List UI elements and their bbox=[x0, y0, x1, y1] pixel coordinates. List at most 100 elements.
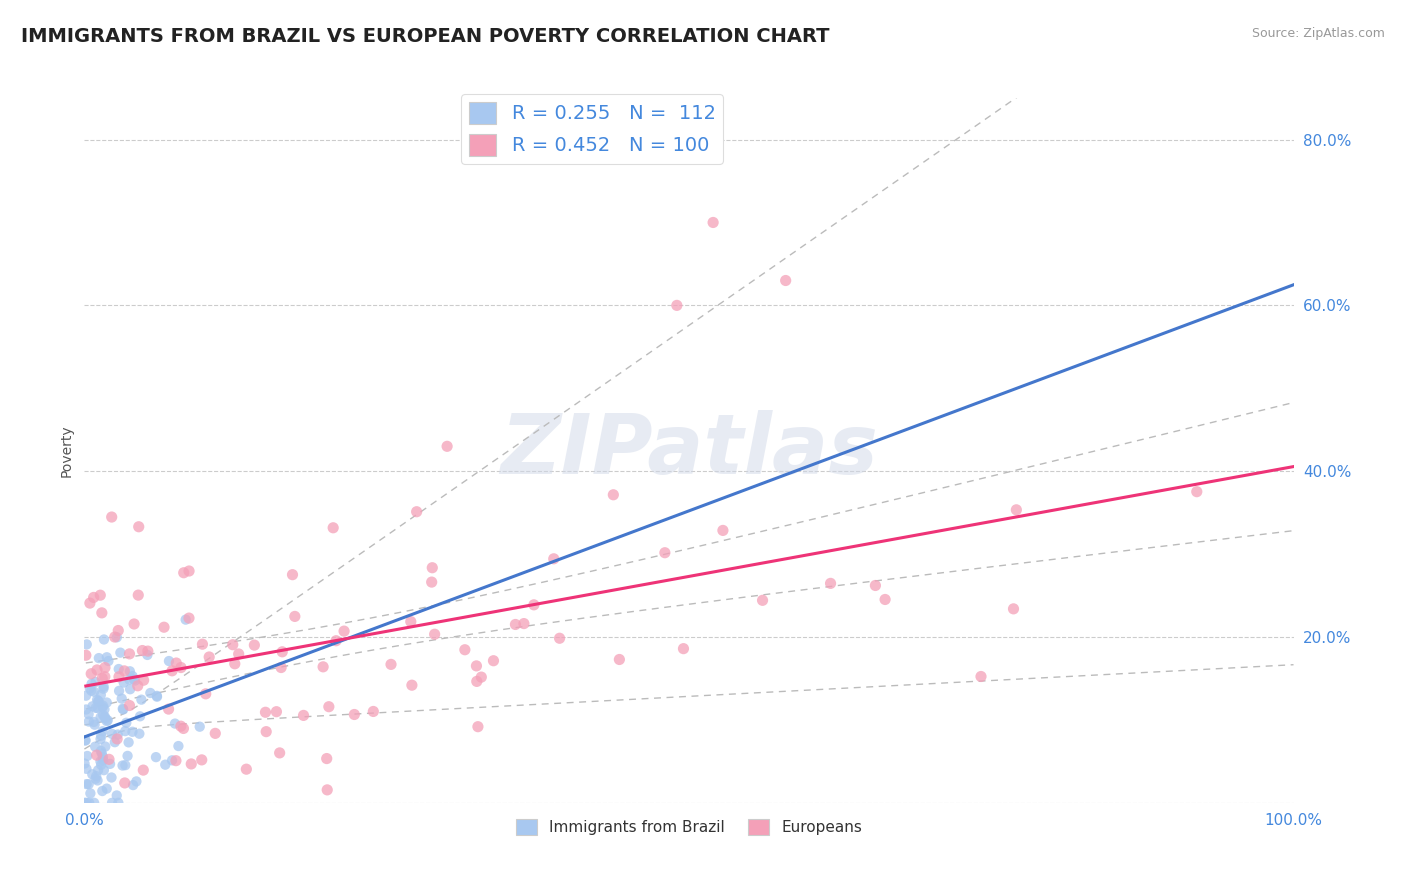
Point bbox=[609, 652, 631, 666]
Point bbox=[702, 215, 724, 229]
Point bbox=[136, 644, 159, 658]
Point bbox=[146, 689, 169, 703]
Point bbox=[96, 696, 118, 710]
Point bbox=[101, 727, 124, 741]
Point bbox=[312, 660, 335, 674]
Point bbox=[114, 776, 136, 790]
Point bbox=[94, 660, 117, 674]
Point bbox=[548, 632, 571, 646]
Point bbox=[89, 588, 111, 602]
Point bbox=[170, 719, 193, 733]
Point bbox=[73, 756, 96, 771]
Point bbox=[380, 657, 402, 672]
Point bbox=[316, 783, 339, 797]
Point bbox=[108, 684, 131, 698]
Point bbox=[91, 708, 114, 723]
Point bbox=[108, 670, 131, 684]
Point bbox=[318, 699, 340, 714]
Point bbox=[79, 681, 101, 696]
Point bbox=[91, 750, 114, 764]
Point bbox=[76, 777, 98, 791]
Point bbox=[96, 714, 118, 728]
Point bbox=[820, 576, 842, 591]
Point bbox=[127, 588, 149, 602]
Point bbox=[86, 748, 108, 763]
Point bbox=[87, 651, 110, 665]
Point bbox=[139, 686, 162, 700]
Point bbox=[271, 645, 294, 659]
Point bbox=[292, 708, 315, 723]
Point bbox=[91, 784, 114, 798]
Point bbox=[224, 657, 246, 671]
Point bbox=[711, 524, 734, 538]
Point bbox=[132, 673, 155, 688]
Point bbox=[91, 753, 114, 767]
Point bbox=[83, 717, 105, 731]
Point bbox=[91, 724, 114, 739]
Point bbox=[136, 648, 159, 662]
Point bbox=[83, 591, 105, 605]
Point bbox=[146, 690, 169, 704]
Point bbox=[465, 674, 488, 689]
Point bbox=[90, 732, 112, 747]
Point bbox=[160, 664, 183, 678]
Point bbox=[665, 298, 688, 312]
Text: IMMIGRANTS FROM BRAZIL VS EUROPEAN POVERTY CORRELATION CHART: IMMIGRANTS FROM BRAZIL VS EUROPEAN POVER… bbox=[21, 27, 830, 45]
Point bbox=[1005, 503, 1028, 517]
Point bbox=[91, 700, 114, 714]
Point bbox=[117, 735, 139, 749]
Point bbox=[77, 777, 100, 791]
Point bbox=[153, 620, 176, 634]
Point bbox=[165, 754, 187, 768]
Point bbox=[91, 698, 114, 713]
Point bbox=[118, 647, 141, 661]
Point bbox=[170, 660, 193, 674]
Point bbox=[98, 752, 121, 766]
Point bbox=[90, 688, 112, 702]
Point bbox=[93, 763, 115, 777]
Point bbox=[543, 551, 565, 566]
Point bbox=[83, 714, 105, 729]
Point bbox=[423, 627, 446, 641]
Point bbox=[281, 567, 304, 582]
Point bbox=[90, 757, 112, 772]
Point bbox=[266, 705, 288, 719]
Point bbox=[112, 702, 135, 716]
Point bbox=[105, 630, 128, 644]
Point bbox=[117, 748, 139, 763]
Point bbox=[157, 654, 180, 668]
Point bbox=[269, 746, 291, 760]
Point bbox=[127, 679, 149, 693]
Y-axis label: Poverty: Poverty bbox=[59, 425, 73, 476]
Point bbox=[86, 693, 108, 707]
Point bbox=[91, 671, 114, 685]
Point bbox=[333, 624, 356, 639]
Point bbox=[174, 613, 197, 627]
Point bbox=[79, 786, 101, 800]
Point bbox=[145, 750, 167, 764]
Point bbox=[114, 724, 136, 739]
Point bbox=[75, 762, 97, 776]
Point bbox=[436, 439, 458, 453]
Point bbox=[90, 747, 112, 761]
Point bbox=[523, 598, 546, 612]
Point bbox=[1185, 484, 1208, 499]
Point bbox=[155, 757, 177, 772]
Point bbox=[105, 789, 128, 803]
Point bbox=[470, 670, 492, 684]
Point bbox=[172, 722, 194, 736]
Point bbox=[83, 796, 105, 810]
Point bbox=[105, 731, 128, 746]
Point bbox=[100, 510, 122, 524]
Point bbox=[73, 796, 96, 810]
Point bbox=[75, 702, 97, 716]
Point bbox=[254, 724, 277, 739]
Point bbox=[420, 575, 443, 590]
Point bbox=[157, 702, 180, 716]
Point bbox=[165, 656, 187, 670]
Point bbox=[84, 739, 107, 754]
Point bbox=[94, 709, 117, 723]
Point bbox=[114, 758, 136, 772]
Point bbox=[84, 772, 107, 786]
Point bbox=[399, 615, 422, 629]
